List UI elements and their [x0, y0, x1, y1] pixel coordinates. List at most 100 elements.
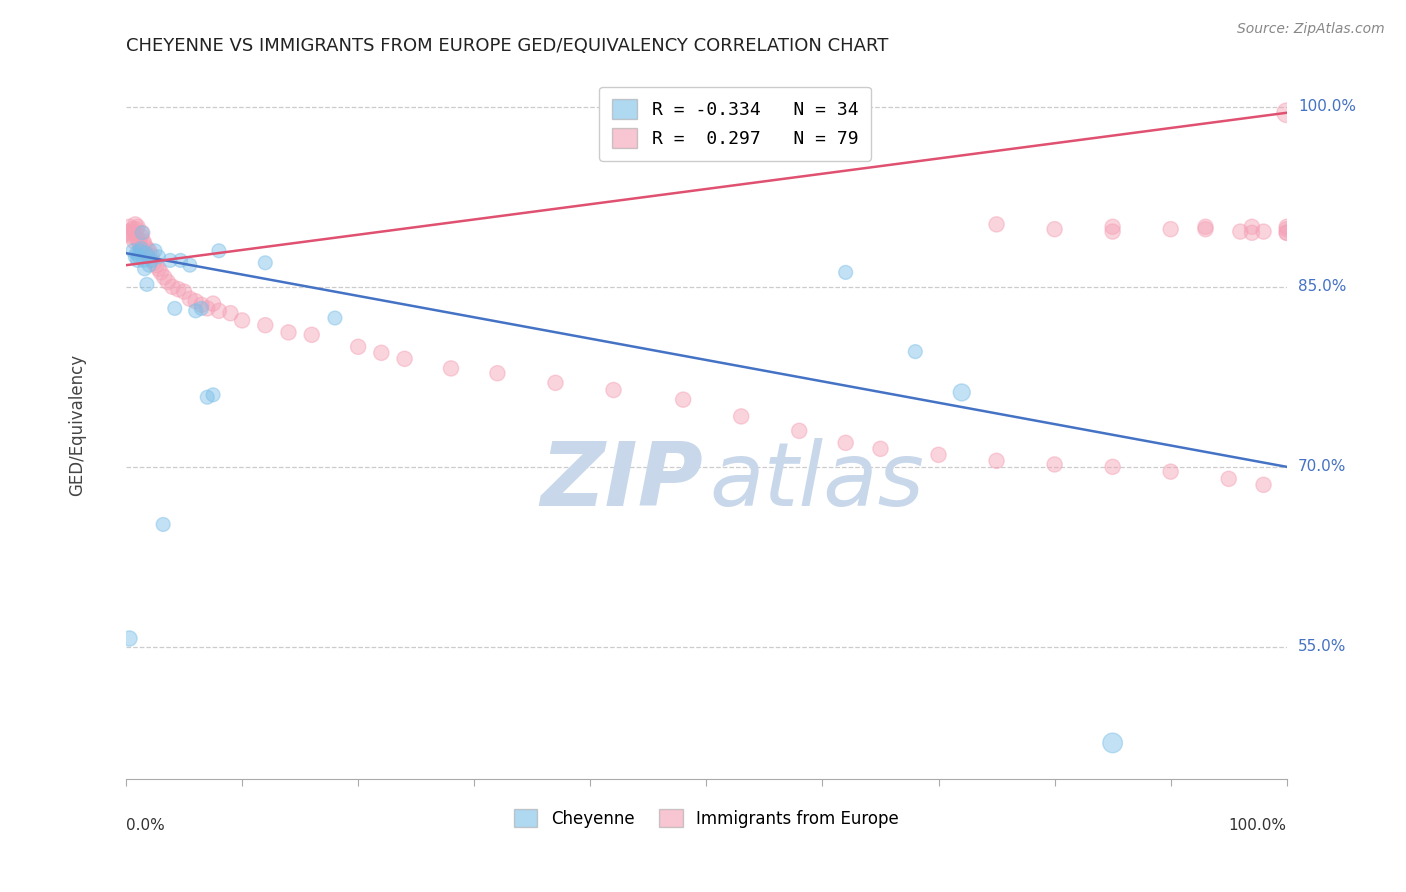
- Point: [370, 346, 392, 360]
- Point: [131, 226, 153, 240]
- Point: [131, 226, 153, 240]
- Point: [184, 294, 207, 309]
- Point: [394, 351, 416, 366]
- Text: 100.0%: 100.0%: [1298, 99, 1355, 114]
- Point: [602, 383, 624, 397]
- Text: ZIP: ZIP: [540, 438, 703, 525]
- Point: [1194, 222, 1216, 236]
- Text: Source: ZipAtlas.com: Source: ZipAtlas.com: [1237, 22, 1385, 37]
- Point: [152, 517, 174, 532]
- Point: [129, 241, 152, 255]
- Point: [323, 311, 346, 326]
- Point: [142, 256, 165, 270]
- Point: [986, 218, 1008, 232]
- Point: [128, 250, 150, 264]
- Point: [195, 390, 218, 404]
- Point: [179, 258, 201, 272]
- Point: [1043, 458, 1066, 472]
- Point: [950, 385, 973, 400]
- Point: [118, 632, 141, 646]
- Point: [208, 303, 231, 318]
- Point: [730, 409, 752, 424]
- Point: [190, 301, 212, 316]
- Point: [122, 226, 145, 240]
- Point: [672, 392, 695, 407]
- Point: [132, 244, 155, 258]
- Point: [124, 218, 146, 232]
- Point: [125, 222, 148, 236]
- Point: [231, 313, 253, 327]
- Point: [129, 241, 152, 255]
- Point: [169, 253, 191, 268]
- Point: [904, 344, 927, 359]
- Point: [195, 301, 218, 316]
- Point: [135, 241, 157, 255]
- Point: [1275, 222, 1298, 236]
- Point: [208, 244, 231, 258]
- Point: [125, 246, 148, 260]
- Point: [129, 244, 152, 258]
- Point: [122, 222, 145, 236]
- Point: [869, 442, 891, 456]
- Point: [254, 318, 277, 333]
- Point: [149, 265, 172, 279]
- Point: [136, 250, 159, 264]
- Point: [159, 253, 181, 268]
- Point: [127, 253, 149, 268]
- Point: [486, 366, 509, 380]
- Point: [135, 246, 157, 260]
- Point: [141, 253, 163, 268]
- Point: [121, 229, 143, 244]
- Legend: Cheyenne, Immigrants from Europe: Cheyenne, Immigrants from Europe: [508, 802, 905, 834]
- Point: [153, 270, 176, 285]
- Point: [122, 234, 145, 248]
- Point: [1253, 478, 1275, 492]
- Point: [179, 292, 201, 306]
- Point: [118, 219, 141, 234]
- Point: [124, 250, 146, 264]
- Point: [143, 244, 166, 258]
- Point: [184, 303, 207, 318]
- Point: [145, 258, 167, 272]
- Point: [134, 237, 156, 252]
- Text: 85.0%: 85.0%: [1298, 279, 1346, 294]
- Point: [440, 361, 463, 376]
- Text: CHEYENNE VS IMMIGRANTS FROM EUROPE GED/EQUIVALENCY CORRELATION CHART: CHEYENNE VS IMMIGRANTS FROM EUROPE GED/E…: [127, 37, 889, 55]
- Point: [1240, 226, 1263, 240]
- Point: [219, 306, 242, 320]
- Point: [347, 340, 370, 354]
- Point: [167, 282, 190, 296]
- Point: [986, 454, 1008, 468]
- Point: [136, 249, 159, 263]
- Point: [138, 244, 160, 258]
- Point: [135, 246, 157, 260]
- Text: 0.0%: 0.0%: [127, 818, 165, 833]
- Point: [834, 265, 856, 279]
- Point: [120, 226, 142, 240]
- Point: [277, 326, 299, 340]
- Point: [301, 327, 323, 342]
- Point: [1229, 225, 1251, 239]
- Text: 100.0%: 100.0%: [1229, 818, 1286, 833]
- Point: [156, 275, 179, 289]
- Point: [1160, 465, 1182, 479]
- Point: [1275, 226, 1298, 240]
- Point: [122, 244, 145, 258]
- Point: [134, 261, 156, 276]
- Point: [544, 376, 567, 390]
- Point: [132, 234, 155, 248]
- Point: [173, 285, 195, 299]
- Point: [834, 435, 856, 450]
- Text: 55.0%: 55.0%: [1298, 640, 1346, 655]
- Point: [127, 232, 149, 246]
- Point: [1101, 219, 1123, 234]
- Point: [1101, 736, 1123, 750]
- Point: [129, 229, 152, 244]
- Point: [117, 226, 139, 240]
- Point: [787, 424, 810, 438]
- Point: [135, 277, 157, 292]
- Point: [141, 249, 163, 263]
- Text: 70.0%: 70.0%: [1298, 459, 1346, 475]
- Point: [202, 388, 225, 402]
- Point: [163, 301, 186, 316]
